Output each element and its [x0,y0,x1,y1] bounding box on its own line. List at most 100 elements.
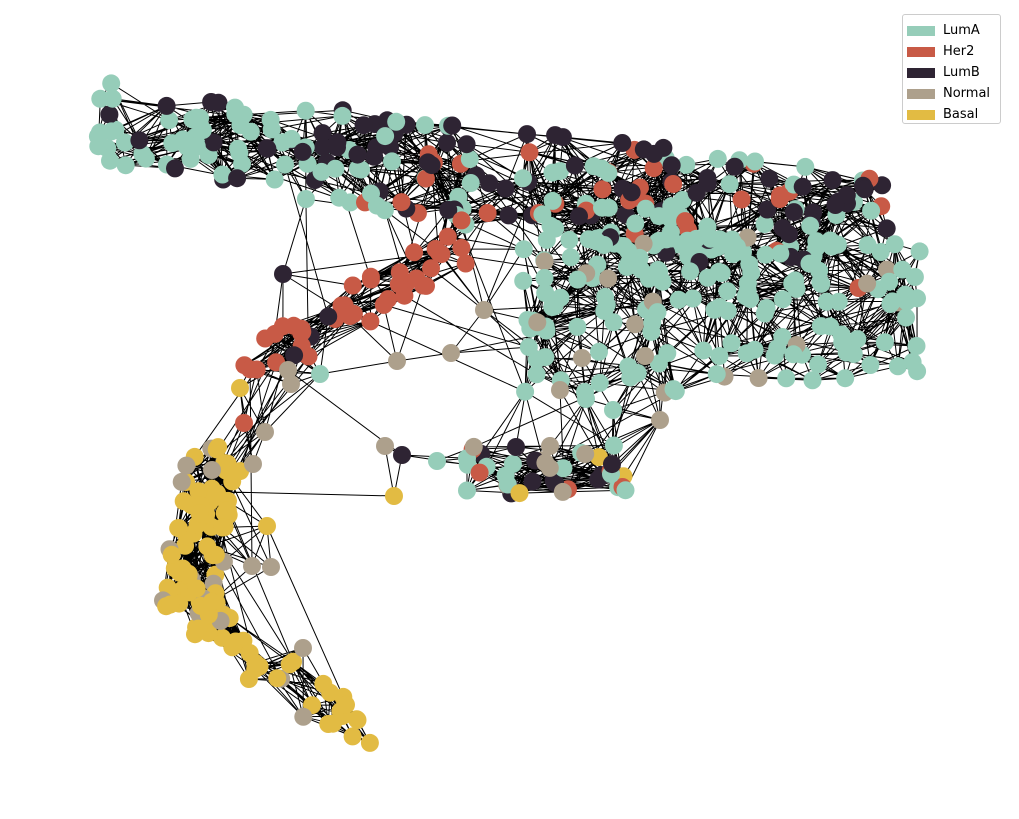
luma-node [817,292,836,311]
lumb-node [687,183,706,202]
legend-swatch-normal [907,88,935,99]
luma-node [187,108,206,127]
luma-node [664,380,683,399]
lumb-node [348,145,367,164]
lumb-node [422,156,441,175]
lumb-node [293,142,312,161]
luma-node [516,382,535,401]
basal-node [213,518,232,537]
her2-node [341,307,360,326]
luma-node [296,101,315,120]
lumb-node [258,139,277,158]
her2-node [478,204,497,222]
basal-node [510,484,529,503]
normal-node [294,639,312,657]
luma-node [568,270,587,289]
luma-node [527,365,546,384]
lumb-node [613,134,632,152]
luma-node [568,317,587,336]
legend-swatch-luma [907,25,935,36]
luma-node [91,89,110,108]
luma-node [722,334,741,353]
luma-node [560,230,579,249]
basal-node [190,504,209,523]
luma-node [657,230,676,249]
luma-node [708,149,727,168]
lumb-node [499,206,518,225]
basal-node [360,733,379,752]
her2-node [664,175,683,193]
luma-node [741,290,760,308]
luma-node [908,289,926,308]
lumb-node [645,144,664,163]
luma-node [771,244,790,263]
luma-node [604,401,622,419]
lumb-node [662,156,681,175]
luma-node [742,263,761,282]
her2-node [644,159,663,178]
luma-node [858,236,877,255]
node-layer [88,74,929,752]
her2-node [593,180,612,199]
luma-node [677,155,696,174]
luma-node [848,330,867,349]
luma-node [273,133,292,152]
her2-node [452,211,471,230]
her2-node [235,414,253,432]
lumb-node [274,265,292,283]
basal-node [179,566,198,585]
luma-node [577,390,595,408]
luma-node [745,340,764,359]
luma-node [101,151,119,170]
lumb-node [393,446,411,464]
lumb-node [457,135,476,154]
normal-node [279,361,297,379]
lumb-node [365,147,384,166]
legend-swatch-lumb [907,67,935,78]
lumb-node [570,207,588,226]
basal-node [246,653,265,672]
lumb-node [354,116,373,135]
lumb-node [438,133,456,152]
lumb-node [622,183,641,202]
luma-node [616,481,635,500]
normal-node [528,313,547,332]
normal-node [599,269,618,288]
her2-node [452,238,471,257]
basal-node [209,438,228,457]
legend: LumA Her2 LumB Normal Basal [902,14,1001,124]
lumb-node [793,177,812,196]
normal-node [475,301,493,319]
luma-node [416,116,434,135]
basal-node [174,492,193,511]
luma-node [807,232,826,251]
her2-node [456,254,475,273]
luma-node [694,341,713,360]
lumb-node [496,179,515,198]
her2-node [392,193,411,212]
normal-node [535,252,554,271]
luma-node [554,459,573,478]
her2-node [247,360,266,379]
luma-node [786,271,805,290]
lumb-node [603,455,621,474]
luma-node [537,230,556,249]
legend-item-normal: Normal [907,83,1000,104]
lumb-node [443,116,462,135]
luma-node [296,190,315,208]
luma-node [709,262,728,281]
basal-node [162,545,181,564]
lumb-node [439,200,458,219]
luma-node [777,369,796,388]
luma-node [755,304,774,323]
luma-node [803,371,822,390]
her2-node [361,312,380,331]
luma-node [910,242,929,261]
luma-node [681,262,700,281]
luma-node [590,373,609,392]
lumb-node [565,156,584,175]
luma-node [723,232,742,251]
her2-node [732,190,751,209]
her2-node [770,190,789,209]
legend-label-normal: Normal [943,86,991,101]
